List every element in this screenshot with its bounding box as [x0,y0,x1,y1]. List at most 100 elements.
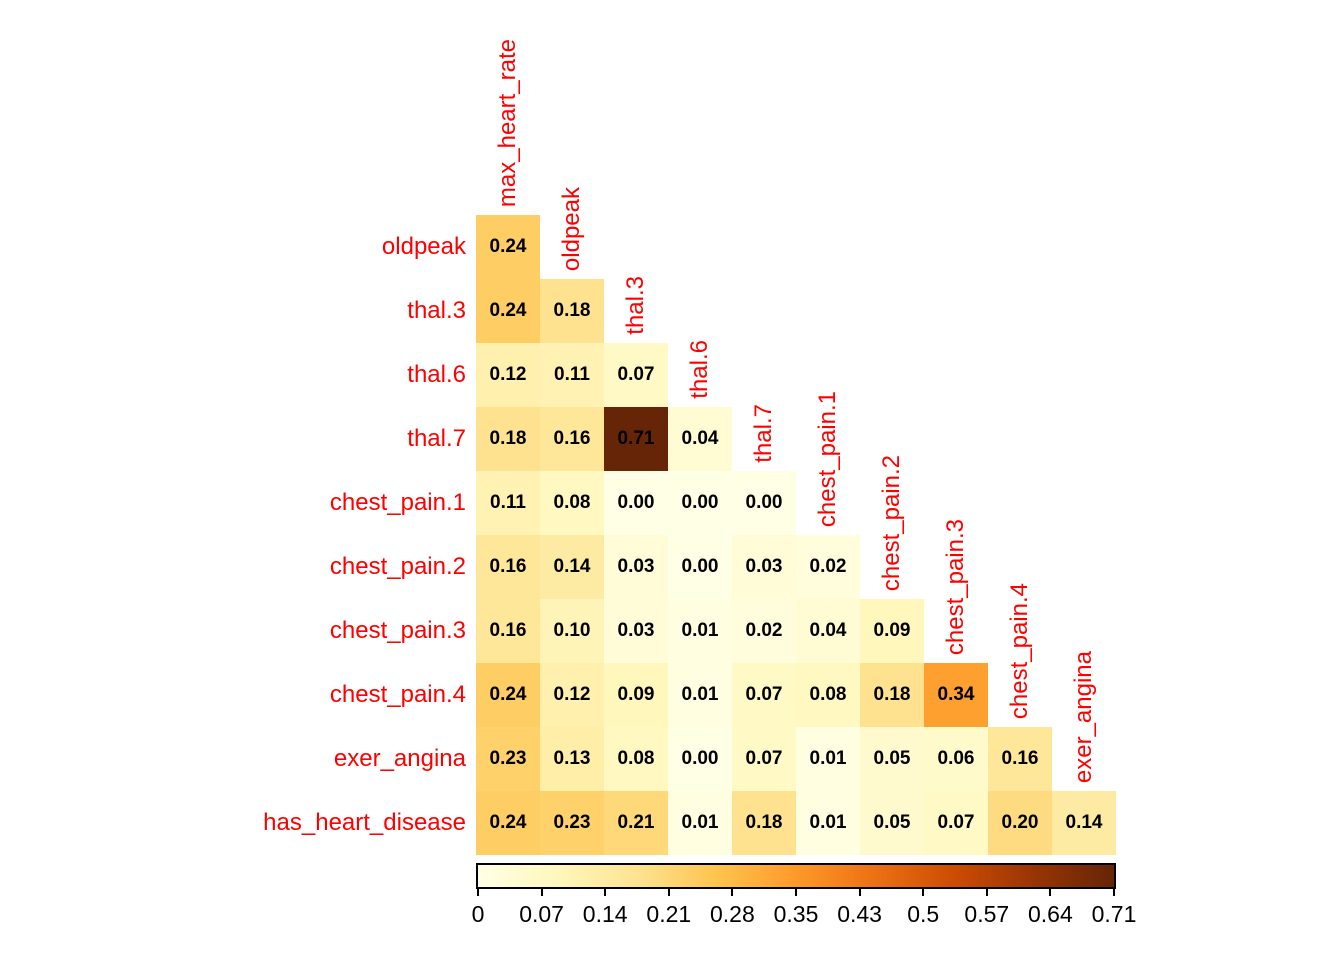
row-label: thal.7 [407,425,466,452]
cell-value: 0.00 [681,556,719,577]
cell-value: 0.18 [745,812,783,833]
heatmap-cell: 0.04 [796,599,860,663]
heatmap-cell: 0.01 [668,663,732,727]
heatmap-cell: 0.16 [540,407,604,471]
heatmap-cell: 0.00 [732,471,796,535]
cell-value: 0.01 [681,684,719,705]
colorbar-tick-label: 0.71 [1091,901,1137,927]
colorbar-tick-label: 0.14 [582,901,628,927]
cell-value: 0.07 [937,812,975,833]
heatmap-cell: 0.00 [668,535,732,599]
cell-value: 0.03 [617,620,655,641]
heatmap-cell: 0.06 [924,727,988,791]
colorbar-tick [858,889,861,896]
heatmap-cell: 0.01 [668,791,732,855]
heatmap-cell: 0.03 [604,599,668,663]
row-label: chest_pain.3 [329,617,466,644]
colorbar [476,863,1116,889]
heatmap-cell: 0.01 [796,727,860,791]
cell-value: 0.04 [809,620,847,641]
heatmap-cell: 0.18 [540,279,604,343]
cell-value: 0.07 [617,364,655,385]
cell-value: 0.08 [617,748,655,769]
heatmap-cell: 0.02 [732,599,796,663]
colorbar-tick [922,889,925,896]
cell-value: 0.01 [681,812,719,833]
cell-value: 0.18 [873,684,911,705]
heatmap-cell: 0.05 [860,727,924,791]
colorbar-tick [731,889,734,896]
colorbar-tick [1049,889,1052,896]
cell-value: 0.16 [553,428,591,449]
heatmap-cell: 0.13 [540,727,604,791]
heatmap-cell: 0.12 [540,663,604,727]
colorbar-tick-label: 0.35 [773,901,819,927]
row-label: thal.3 [407,297,466,324]
cell-value: 0.00 [681,748,719,769]
cell-value: 0.34 [937,684,975,705]
heatmap-cell: 0.03 [732,535,796,599]
heatmap-cell: 0.14 [540,535,604,599]
heatmap-cell: 0.05 [860,791,924,855]
cell-value: 0.24 [489,236,527,257]
heatmap-cell: 0.08 [540,471,604,535]
cell-value: 0.20 [1001,812,1039,833]
cell-value: 0.24 [489,300,527,321]
cell-value: 0.05 [873,812,911,833]
heatmap-cell: 0.00 [604,471,668,535]
heatmap-cell: 0.08 [604,727,668,791]
heatmap-cell: 0.23 [540,791,604,855]
colorbar-tick-label: 0.07 [519,901,564,927]
cell-value: 0.16 [489,620,527,641]
colorbar-tick [477,889,479,896]
colorbar-tick [604,889,607,896]
cell-value: 0.18 [553,300,591,321]
cell-value: 0.07 [745,684,783,705]
heatmap-cell: 0.34 [924,663,988,727]
heatmap-cell: 0.24 [476,215,540,279]
column-label: max_heart_rate [494,38,521,207]
cell-value: 0.24 [489,684,527,705]
heatmap-cell: 0.09 [604,663,668,727]
heatmap-cell: 0.11 [540,343,604,407]
cell-value: 0.03 [745,556,783,577]
heatmap-cell: 0.16 [988,727,1052,791]
colorbar-tick [667,889,670,896]
row-label: thal.6 [407,361,466,388]
colorbar-tick [1113,889,1115,896]
cell-value: 0.09 [617,684,655,705]
row-label: chest_pain.1 [329,489,466,516]
cell-value: 0.03 [617,556,655,577]
colorbar-tick [795,889,797,896]
heatmap-cell: 0.14 [1052,791,1116,855]
cell-value: 0.11 [554,364,590,385]
cell-value: 0.23 [489,748,527,769]
cell-value: 0.02 [745,620,783,641]
colorbar-tick [540,889,543,896]
cell-value: 0.00 [745,492,783,513]
colorbar-tick-label: 0.43 [837,901,882,927]
cell-value: 0.04 [681,428,719,449]
cell-value: 0.01 [681,620,719,641]
heatmap-cell: 0.01 [668,599,732,663]
heatmap-cell: 0.09 [860,599,924,663]
heatmap-cell: 0.16 [476,599,540,663]
cell-value: 0.13 [553,748,591,769]
cell-value: 0.00 [681,492,719,513]
cell-value: 0.02 [809,556,847,577]
heatmap-cell: 0.07 [604,343,668,407]
cell-value: 0.01 [809,748,847,769]
heatmap-cell: 0.20 [988,791,1052,855]
cell-value: 0.00 [617,492,655,513]
row-label: chest_pain.2 [329,553,466,580]
cell-value: 0.01 [809,812,847,833]
cell-value: 0.07 [745,748,783,769]
cell-value: 0.21 [617,812,655,833]
heatmap-cell: 0.24 [476,791,540,855]
colorbar-tick [985,889,988,896]
heatmap-cell: 0.07 [732,663,796,727]
heatmap-cell: 0.01 [796,791,860,855]
heatmap-cell: 0.10 [540,599,604,663]
heatmap-cell: 0.02 [796,535,860,599]
